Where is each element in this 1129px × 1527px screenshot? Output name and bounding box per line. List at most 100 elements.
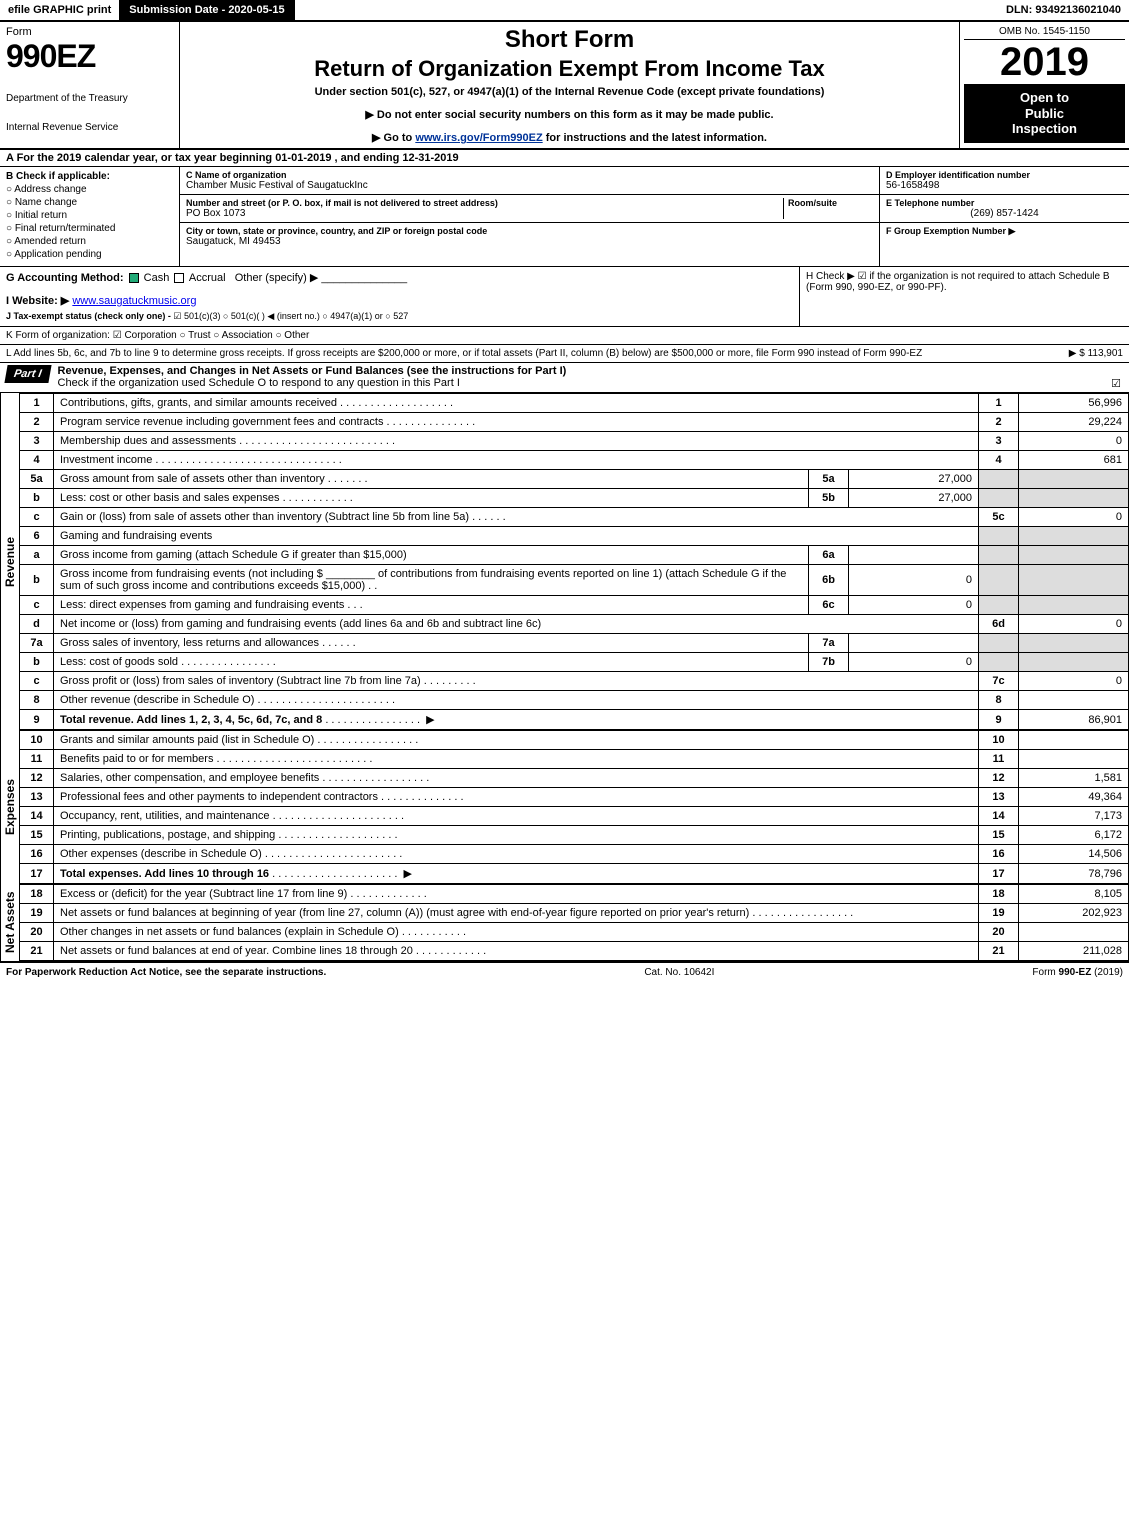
l12-d: Salaries, other compensation, and employ… (60, 772, 319, 784)
open-inspection: Open to Public Inspection (964, 84, 1125, 143)
line-6a: aGross income from gaming (attach Schedu… (20, 546, 1129, 565)
l13-n: 13 (20, 788, 54, 807)
l5a-m: 5a (809, 470, 849, 489)
l4-n: 4 (20, 451, 54, 470)
l6d-d: Net income or (loss) from gaming and fun… (60, 618, 541, 630)
netassets-section: Net Assets 18Excess or (deficit) for the… (0, 884, 1129, 961)
line-20: 20Other changes in net assets or fund ba… (20, 923, 1129, 942)
line-6: 6Gaming and fundraising events (20, 527, 1129, 546)
l7c-a: 0 (1019, 672, 1129, 691)
l19-n: 19 (20, 904, 54, 923)
l6c-n: c (20, 596, 54, 615)
l21-n: 21 (20, 942, 54, 961)
c-street-value: PO Box 1073 (186, 208, 783, 219)
l1-n: 1 (20, 394, 54, 413)
line-19: 19 Net assets or fund balances at beginni… (20, 904, 1129, 923)
l7b-d: Less: cost of goods sold (60, 656, 178, 668)
l7a-d: Gross sales of inventory, less returns a… (60, 637, 319, 649)
l5c-n: c (20, 508, 54, 527)
line-16: 16 Other expenses (describe in Schedule O… (20, 845, 1129, 864)
l3-d: Membership dues and assessments (60, 435, 236, 447)
g-accounting-label: G Accounting Method: (6, 272, 124, 284)
l5b-n: b (20, 489, 54, 508)
line-5a: 5a Gross amount from sale of assets other… (20, 470, 1129, 489)
l6d-c: 6d (979, 615, 1019, 634)
l13-c: 13 (979, 788, 1019, 807)
l6c-d: Less: direct expenses from gaming and fu… (60, 599, 344, 611)
l9-a: 86,901 (1019, 710, 1129, 730)
l7b-ga (1019, 653, 1129, 672)
l5b-ma: 27,000 (849, 489, 979, 508)
l7a-n: 7a (20, 634, 54, 653)
l1-d: Contributions, gifts, grants, and simila… (60, 397, 337, 409)
efile-label: efile GRAPHIC print (0, 0, 119, 20)
l15-d: Printing, publications, postage, and shi… (60, 829, 275, 841)
l3-c: 3 (979, 432, 1019, 451)
l3-n: 3 (20, 432, 54, 451)
g-accrual: Accrual (189, 272, 226, 284)
l19-c: 19 (979, 904, 1019, 923)
l11-c: 11 (979, 750, 1019, 769)
line-8: 8Other revenue (describe in Schedule O) … (20, 691, 1129, 710)
inspect-l2: Public (968, 106, 1121, 122)
footer-mid: Cat. No. 10642I (644, 967, 714, 978)
chk-address-change[interactable]: Address change (6, 184, 173, 195)
l5a-n: 5a (20, 470, 54, 489)
chk-final-return[interactable]: Final return/terminated (6, 223, 173, 234)
website-link[interactable]: www.saugatuckmusic.org (72, 295, 196, 307)
l8-n: 8 (20, 691, 54, 710)
l6c-m: 6c (809, 596, 849, 615)
l16-n: 16 (20, 845, 54, 864)
expenses-section: Expenses 10Grants and similar amounts pa… (0, 730, 1129, 884)
g-cash: Cash (144, 272, 170, 284)
c-street-label: Number and street (or P. O. box, if mail… (186, 198, 783, 208)
footer-left: For Paperwork Reduction Act Notice, see … (6, 967, 326, 978)
row-a-tax-year: A For the 2019 calendar year, or tax yea… (0, 150, 1129, 167)
l11-a (1019, 750, 1129, 769)
l12-n: 12 (20, 769, 54, 788)
note-ssn: ▶ Do not enter social security numbers o… (186, 108, 953, 121)
l2-n: 2 (20, 413, 54, 432)
l10-d: Grants and similar amounts paid (list in… (60, 734, 314, 746)
l5a-ga (1019, 470, 1129, 489)
chk-initial-return[interactable]: Initial return (6, 210, 173, 221)
chk-cash[interactable] (129, 273, 139, 283)
l2-d: Program service revenue including govern… (60, 416, 383, 428)
info-grid: B Check if applicable: Address change Na… (0, 167, 1129, 267)
chk-application-pending[interactable]: Application pending (6, 249, 173, 260)
l2-a: 29,224 (1019, 413, 1129, 432)
line-6c: c Less: direct expenses from gaming and f… (20, 596, 1129, 615)
chk-name-change[interactable]: Name change (6, 197, 173, 208)
title-sub: Under section 501(c), 527, or 4947(a)(1)… (186, 86, 953, 98)
l19-d: Net assets or fund balances at beginning… (60, 907, 749, 919)
l11-n: 11 (20, 750, 54, 769)
l6c-ma: 0 (849, 596, 979, 615)
l14-n: 14 (20, 807, 54, 826)
l10-a (1019, 731, 1129, 750)
l4-a: 681 (1019, 451, 1129, 470)
line-5b: bLess: cost or other basis and sales exp… (20, 489, 1129, 508)
l12-a: 1,581 (1019, 769, 1129, 788)
footer-right: Form 990-EZ (2019) (1032, 967, 1123, 978)
inspect-l3: Inspection (968, 121, 1121, 137)
chk-amended-return[interactable]: Amended return (6, 236, 173, 247)
l7b-n: b (20, 653, 54, 672)
line-4: 4Investment income . . . . . . . . . . .… (20, 451, 1129, 470)
line-2: 2 Program service revenue including gover… (20, 413, 1129, 432)
l21-c: 21 (979, 942, 1019, 961)
l5a-d: Gross amount from sale of assets other t… (60, 473, 325, 485)
page-footer: For Paperwork Reduction Act Notice, see … (0, 961, 1129, 982)
form-word: Form (6, 26, 173, 38)
l9-d: Total revenue. Add lines 1, 2, 3, 4, 5c,… (60, 714, 322, 726)
chk-accrual[interactable] (174, 273, 184, 283)
expenses-table: 10 Grants and similar amounts paid (list … (19, 730, 1129, 884)
submission-date-button[interactable]: Submission Date - 2020-05-15 (119, 0, 294, 20)
note-goto-pre: ▶ Go to (372, 132, 415, 144)
title-short-form: Short Form (186, 26, 953, 54)
l14-d: Occupancy, rent, utilities, and maintena… (60, 810, 270, 822)
irs-link[interactable]: www.irs.gov/Form990EZ (415, 132, 542, 144)
l5b-g (979, 489, 1019, 508)
l5b-ga (1019, 489, 1129, 508)
l16-d: Other expenses (describe in Schedule O) (60, 848, 262, 860)
l10-c: 10 (979, 731, 1019, 750)
